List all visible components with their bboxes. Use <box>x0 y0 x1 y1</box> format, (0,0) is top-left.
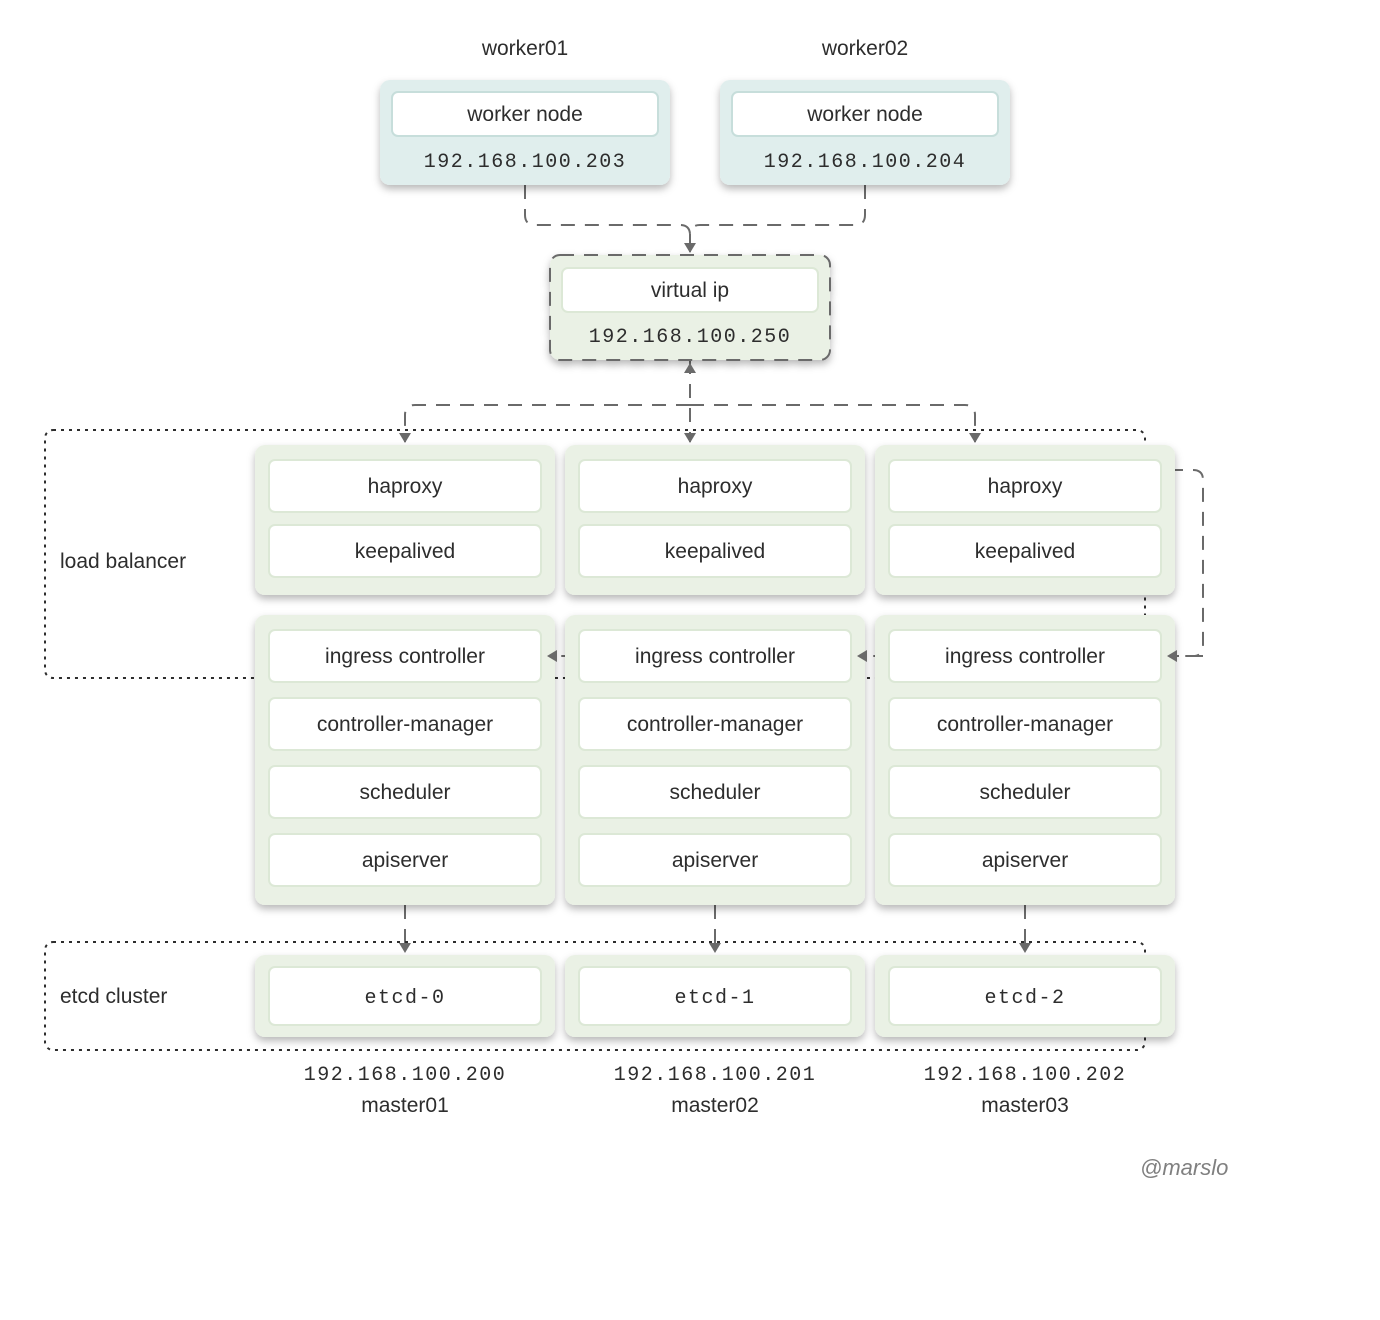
lb-row-label: keepalived <box>975 540 1075 563</box>
connector <box>690 405 975 442</box>
lb-row-label: keepalived <box>355 540 455 563</box>
master-ip: 192.168.100.202 <box>924 1064 1127 1087</box>
k8s-row-label: apiserver <box>362 849 448 872</box>
master-name: master01 <box>361 1094 449 1117</box>
arrow-head-icon <box>684 433 696 443</box>
worker-node-label: worker node <box>806 103 923 126</box>
arrow-head-icon <box>1019 943 1031 953</box>
k8s-row-label: apiserver <box>672 849 758 872</box>
arrow-head-icon <box>709 943 721 953</box>
k8s-row-label: ingress controller <box>945 645 1105 668</box>
worker-node-label: worker node <box>466 103 583 126</box>
lb-row-label: haproxy <box>368 475 443 498</box>
arrow-head-icon <box>399 943 411 953</box>
arrow-head-icon <box>969 433 981 443</box>
k8s-row-label: scheduler <box>669 781 760 804</box>
etcd-row-label: etcd-2 <box>984 987 1065 1010</box>
master-ip: 192.168.100.200 <box>304 1064 507 1087</box>
master-name: master03 <box>981 1094 1069 1117</box>
k8s-row-label: scheduler <box>979 781 1070 804</box>
connector <box>525 185 690 252</box>
lb-row-label: haproxy <box>988 475 1063 498</box>
worker-title: worker01 <box>481 37 568 60</box>
k8s-row-label: controller-manager <box>627 713 803 736</box>
k8s-row-label: controller-manager <box>317 713 493 736</box>
virtual-ip-addr: 192.168.100.250 <box>589 326 792 349</box>
load-balancer-label: load balancer <box>60 550 186 573</box>
k8s-row-label: apiserver <box>982 849 1068 872</box>
arrow-head-icon <box>684 363 696 373</box>
k8s-row-label: ingress controller <box>635 645 795 668</box>
author-credit: @marslo <box>1140 1155 1228 1180</box>
lb-row-label: haproxy <box>678 475 753 498</box>
k8s-row-label: ingress controller <box>325 645 485 668</box>
k8s-row-label: controller-manager <box>937 713 1113 736</box>
etcd-cluster-label: etcd cluster <box>60 985 167 1008</box>
worker-ip: 192.168.100.204 <box>764 151 967 174</box>
lb-row-label: keepalived <box>665 540 765 563</box>
connector <box>690 185 865 252</box>
master-name: master02 <box>671 1094 759 1117</box>
worker-title: worker02 <box>821 37 908 60</box>
worker-ip: 192.168.100.203 <box>424 151 627 174</box>
etcd-row-label: etcd-1 <box>674 987 755 1010</box>
etcd-row-label: etcd-0 <box>364 987 445 1010</box>
arrow-head-icon <box>684 243 696 253</box>
arrow-head-icon <box>399 433 411 443</box>
master-ip: 192.168.100.201 <box>614 1064 817 1087</box>
virtual-ip-label: virtual ip <box>651 279 729 302</box>
k8s-row-label: scheduler <box>359 781 450 804</box>
connector <box>405 405 690 442</box>
